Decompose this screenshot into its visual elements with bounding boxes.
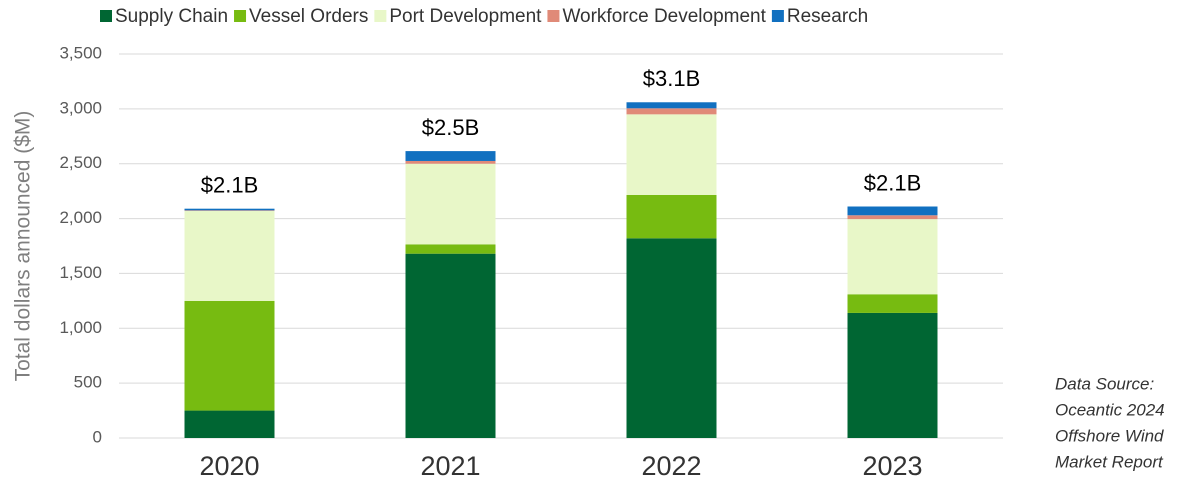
bar-segment — [405, 151, 496, 161]
source-note: Data Source: — [1055, 374, 1154, 393]
bar-segment — [847, 219, 938, 295]
bar-segment — [405, 163, 496, 245]
bar-segment — [847, 206, 938, 216]
legend-swatch — [547, 10, 560, 22]
bar-segment — [184, 210, 275, 301]
y-tick-label: 2,500 — [59, 153, 102, 172]
legend-swatch — [374, 10, 387, 22]
y-tick-label: 0 — [93, 427, 102, 446]
source-note: Market Report — [1055, 452, 1164, 471]
legend-label: Port Development — [389, 6, 542, 27]
bar-segment — [405, 253, 496, 438]
bar-segment — [847, 294, 938, 313]
y-axis-label: Total dollars announced ($M) — [12, 111, 35, 382]
x-tick-label: 2023 — [862, 451, 922, 481]
bar-segment — [184, 210, 275, 211]
y-tick-label: 500 — [74, 373, 102, 392]
y-tick-label: 1,500 — [59, 263, 102, 282]
bar-segment — [626, 194, 717, 239]
legend-label: Workforce Development — [562, 6, 766, 27]
total-label: $2.5B — [422, 115, 480, 140]
bar-segment — [626, 108, 717, 115]
legend-swatch — [234, 10, 247, 22]
y-tick-label: 1,000 — [59, 318, 102, 337]
total-label: $3.1B — [643, 66, 701, 91]
y-tick-label: 2,000 — [59, 208, 102, 227]
bar-segment — [626, 102, 717, 109]
source-note: Oceantic 2024 — [1055, 400, 1165, 419]
x-tick-label: 2020 — [199, 451, 259, 481]
bar-segment — [184, 410, 275, 438]
x-tick-label: 2021 — [420, 451, 480, 481]
bar-segment — [626, 238, 717, 438]
legend-label: Vessel Orders — [249, 6, 368, 27]
legend-swatch — [771, 10, 784, 22]
bar-segment — [847, 215, 938, 220]
legend-label: Research — [787, 6, 868, 27]
bar-segment — [405, 160, 496, 164]
bar-segment — [184, 300, 275, 411]
bar-segment — [626, 114, 717, 195]
bar-segment — [184, 208, 275, 211]
bar-segment — [405, 244, 496, 254]
y-tick-label: 3,500 — [59, 43, 102, 62]
legend-swatch — [100, 10, 112, 22]
legend-label: Supply Chain — [115, 6, 228, 27]
y-tick-label: 3,000 — [59, 98, 102, 117]
source-note: Offshore Wind — [1055, 426, 1164, 445]
x-tick-label: 2022 — [641, 451, 701, 481]
total-label: $2.1B — [201, 173, 259, 198]
bar-segment — [847, 312, 938, 438]
total-label: $2.1B — [864, 170, 922, 195]
